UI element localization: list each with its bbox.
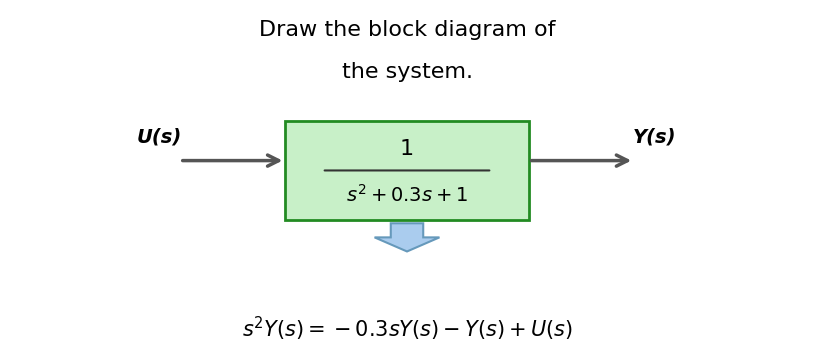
FancyArrow shape: [374, 223, 440, 251]
Text: Y(s): Y(s): [632, 127, 676, 147]
Text: $s^2+0.3s+1$: $s^2+0.3s+1$: [346, 184, 468, 206]
FancyBboxPatch shape: [286, 121, 528, 220]
Text: Draw the block diagram of: Draw the block diagram of: [259, 20, 555, 39]
Text: the system.: the system.: [342, 62, 472, 82]
Text: $s^2Y(s) = -0.3sY(s) - Y(s) + U(s)$: $s^2Y(s) = -0.3sY(s) - Y(s) + U(s)$: [242, 315, 572, 343]
Text: 1: 1: [400, 139, 414, 159]
Text: U(s): U(s): [137, 127, 182, 147]
